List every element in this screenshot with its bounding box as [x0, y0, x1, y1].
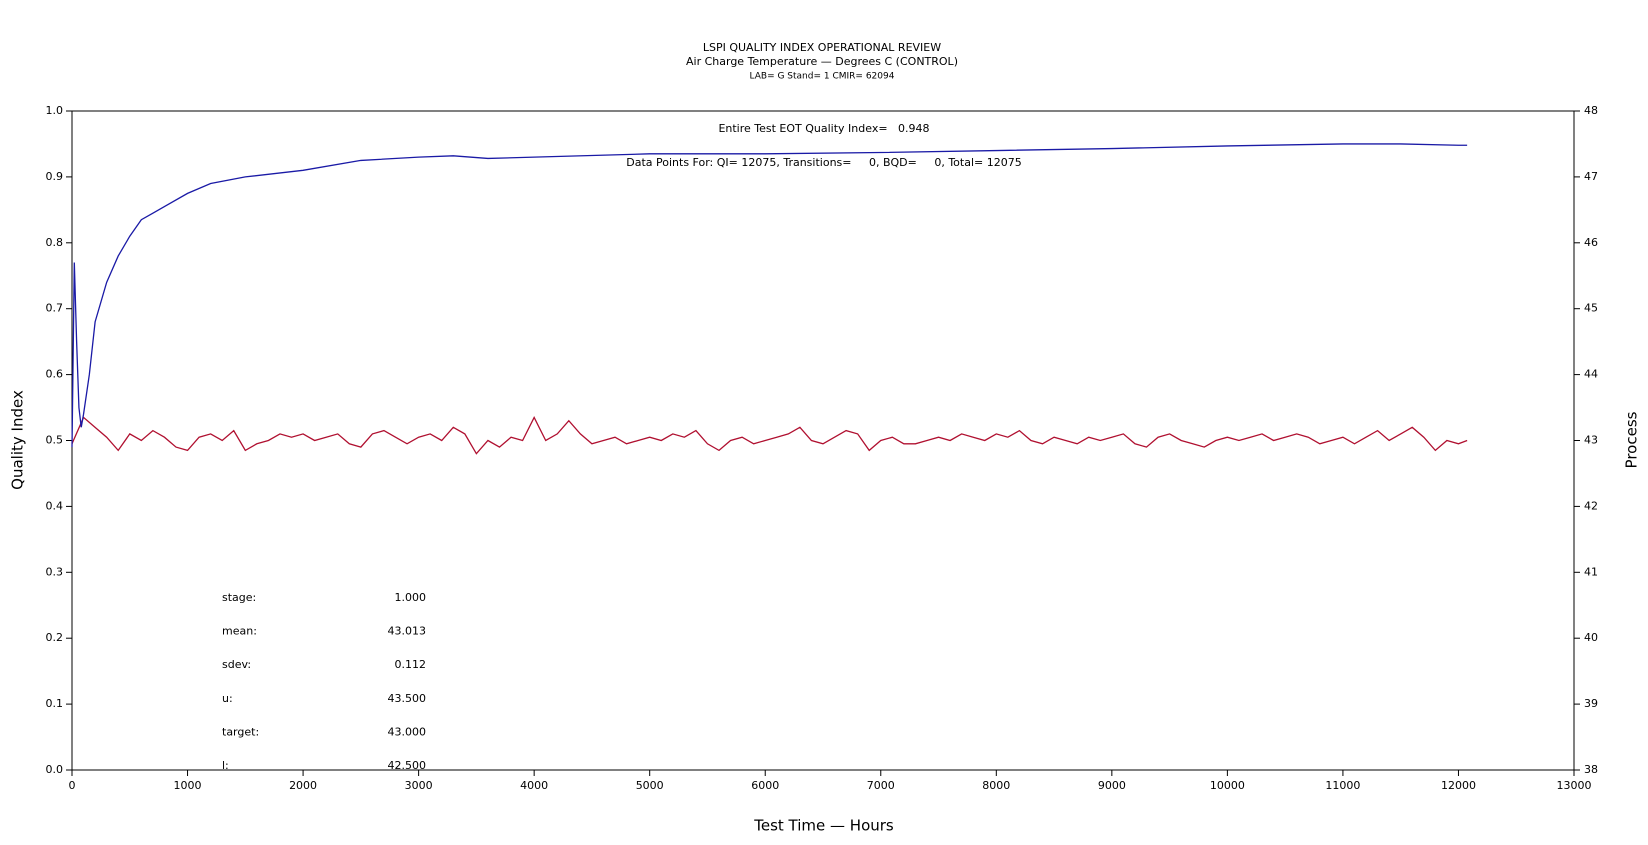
- stat-label: stage:: [222, 591, 256, 604]
- y-tick-label: 0.2: [46, 631, 64, 644]
- y2-tick-label: 44: [1584, 368, 1598, 381]
- y-tick-label: 0.0: [46, 763, 64, 776]
- stat-label: l:: [222, 759, 229, 772]
- x-tick-label: 5000: [636, 779, 664, 792]
- x-tick-label: 7000: [867, 779, 895, 792]
- y2-tick-label: 41: [1584, 565, 1598, 578]
- x-tick-label: 2000: [289, 779, 317, 792]
- y-tick-label: 0.4: [46, 499, 64, 512]
- y2-tick-label: 39: [1584, 697, 1598, 710]
- y-tick-label: 0.3: [46, 565, 64, 578]
- x-tick-label: 13000: [1557, 779, 1592, 792]
- y-tick-label: 0.5: [46, 434, 64, 447]
- y2-tick-label: 48: [1584, 104, 1598, 117]
- x-tick-label: 3000: [405, 779, 433, 792]
- y2-axis-label: Process: [1623, 411, 1641, 468]
- stat-label: u:: [222, 692, 233, 705]
- y2-tick-label: 42: [1584, 499, 1598, 512]
- y-tick-label: 0.7: [46, 302, 64, 315]
- x-axis-label: Test Time — Hours: [753, 817, 894, 835]
- y-tick-label: 0.6: [46, 368, 64, 381]
- x-tick-label: 0: [69, 779, 76, 792]
- y-tick-label: 0.1: [46, 697, 64, 710]
- y2-tick-label: 38: [1584, 763, 1598, 776]
- x-tick-label: 6000: [751, 779, 779, 792]
- y2-tick-label: 46: [1584, 236, 1598, 249]
- chart-subtitle: LAB= G Stand= 1 CMIR= 62094: [750, 72, 895, 82]
- stat-value: 43.000: [388, 725, 427, 738]
- stat-value: 0.112: [395, 658, 427, 671]
- y-tick-label: 0.9: [46, 170, 64, 183]
- x-tick-label: 8000: [982, 779, 1010, 792]
- stat-value: 43.500: [388, 692, 427, 705]
- y-axis-label: Quality Index: [9, 390, 27, 490]
- x-tick-label: 10000: [1210, 779, 1245, 792]
- x-tick-label: 11000: [1325, 779, 1360, 792]
- stat-label: sdev:: [222, 658, 251, 671]
- stat-value: 1.000: [395, 591, 427, 604]
- annotation: Entire Test EOT Quality Index= 0.948: [718, 122, 929, 135]
- y2-tick-label: 45: [1584, 302, 1598, 315]
- y2-tick-label: 43: [1584, 434, 1598, 447]
- y2-tick-label: 47: [1584, 170, 1598, 183]
- y2-tick-label: 40: [1584, 631, 1598, 644]
- y-tick-label: 1.0: [46, 104, 64, 117]
- x-tick-label: 1000: [174, 779, 202, 792]
- stat-label: mean:: [222, 625, 257, 638]
- x-tick-label: 12000: [1441, 779, 1476, 792]
- stat-label: target:: [222, 725, 259, 738]
- y-tick-label: 0.8: [46, 236, 64, 249]
- data-line: [71, 143, 1468, 448]
- stat-value: 42.500: [388, 759, 427, 772]
- annotation: Data Points For: QI= 12075, Transitions=…: [626, 156, 1021, 169]
- x-tick-label: 9000: [1098, 779, 1126, 792]
- chart-subtitle: Air Charge Temperature — Degrees C (CONT…: [686, 55, 958, 68]
- stat-value: 43.013: [388, 625, 427, 638]
- data-line: [71, 415, 1468, 455]
- x-tick-label: 4000: [520, 779, 548, 792]
- chart-title: LSPI QUALITY INDEX OPERATIONAL REVIEW: [703, 41, 941, 54]
